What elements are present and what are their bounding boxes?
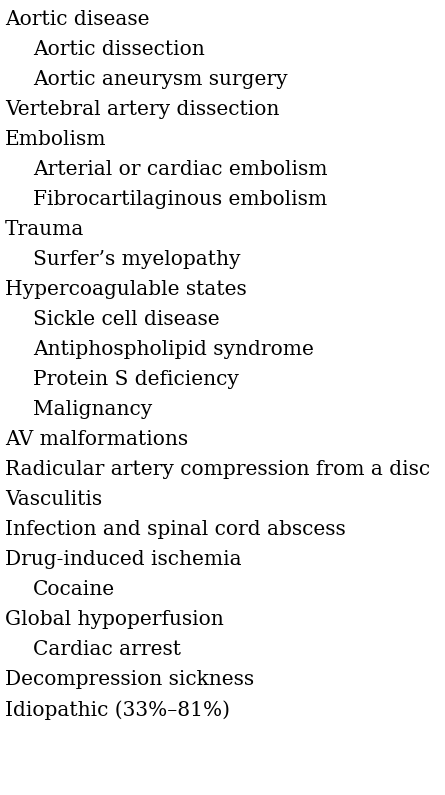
Text: Aortic aneurysm surgery: Aortic aneurysm surgery: [33, 70, 287, 89]
Text: Hypercoagulable states: Hypercoagulable states: [5, 280, 247, 299]
Text: Sickle cell disease: Sickle cell disease: [33, 310, 220, 329]
Text: Cocaine: Cocaine: [33, 580, 115, 599]
Text: Arterial or cardiac embolism: Arterial or cardiac embolism: [33, 160, 328, 179]
Text: Decompression sickness: Decompression sickness: [5, 670, 254, 689]
Text: Antiphospholipid syndrome: Antiphospholipid syndrome: [33, 340, 314, 359]
Text: Malignancy: Malignancy: [33, 400, 152, 419]
Text: Protein S deficiency: Protein S deficiency: [33, 370, 239, 389]
Text: Aortic dissection: Aortic dissection: [33, 40, 205, 59]
Text: Global hypoperfusion: Global hypoperfusion: [5, 610, 224, 629]
Text: Radicular artery compression from a disc: Radicular artery compression from a disc: [5, 460, 430, 479]
Text: AV malformations: AV malformations: [5, 430, 188, 449]
Text: Drug-induced ischemia: Drug-induced ischemia: [5, 550, 242, 569]
Text: Infection and spinal cord abscess: Infection and spinal cord abscess: [5, 520, 346, 539]
Text: Embolism: Embolism: [5, 130, 106, 149]
Text: Trauma: Trauma: [5, 220, 85, 239]
Text: Idiopathic (33%–81%): Idiopathic (33%–81%): [5, 700, 230, 719]
Text: Vertebral artery dissection: Vertebral artery dissection: [5, 100, 279, 119]
Text: Aortic disease: Aortic disease: [5, 10, 150, 29]
Text: Fibrocartilaginous embolism: Fibrocartilaginous embolism: [33, 190, 327, 209]
Text: Vasculitis: Vasculitis: [5, 490, 102, 509]
Text: Surfer’s myelopathy: Surfer’s myelopathy: [33, 250, 240, 269]
Text: Cardiac arrest: Cardiac arrest: [33, 640, 181, 659]
